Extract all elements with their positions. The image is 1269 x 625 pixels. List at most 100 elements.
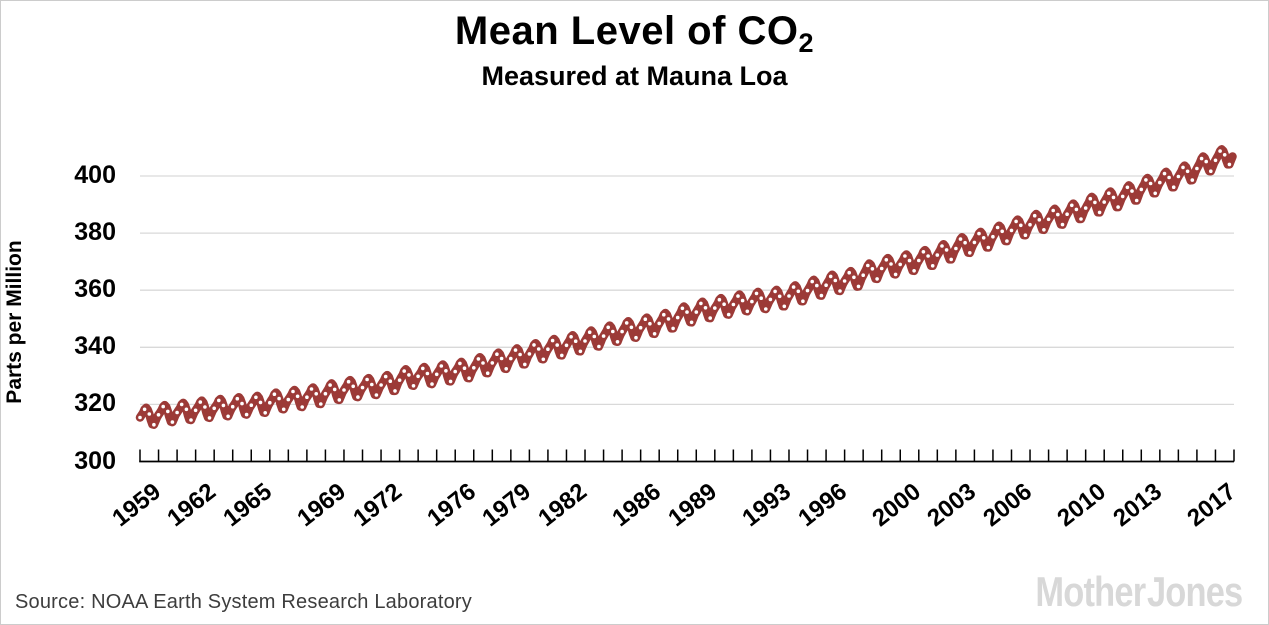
co2-data-point-marker — [777, 294, 782, 299]
co2-data-point-marker — [884, 258, 889, 262]
co2-data-point-marker — [337, 398, 342, 402]
co2-data-point-marker — [462, 366, 467, 371]
co2-data-point-marker — [513, 348, 518, 352]
co2-data-point-marker — [523, 362, 527, 367]
co2-data-point-marker — [161, 404, 165, 409]
y-tick-label-320: 320 — [74, 389, 116, 418]
co2-data-point-marker — [1070, 203, 1074, 208]
co2-data-point-marker — [1046, 217, 1051, 222]
co2-data-point-marker — [1213, 158, 1218, 163]
co2-data-point-marker — [1153, 191, 1157, 196]
co2-data-point-marker — [142, 407, 147, 412]
co2-data-point-marker — [828, 274, 833, 279]
y-tick-label-380: 380 — [74, 218, 116, 247]
co2-data-point-marker — [286, 397, 291, 402]
co2-data-point-marker — [638, 325, 643, 330]
co2-data-point-marker — [509, 356, 513, 361]
co2-data-point-marker — [1042, 228, 1046, 232]
co2-data-point-marker — [940, 244, 944, 248]
co2-data-point-marker — [1056, 212, 1060, 217]
co2-data-point-marker — [652, 332, 657, 336]
co2-data-point-marker — [226, 414, 230, 419]
co2-data-point-marker — [1181, 165, 1185, 170]
co2-data-point-marker — [713, 306, 717, 310]
co2-data-point-marker — [1065, 212, 1069, 216]
co2-data-point-marker — [295, 394, 300, 399]
co2-data-point-marker — [1162, 171, 1167, 176]
co2-data-point-marker — [708, 316, 712, 320]
co2-data-point-marker — [1032, 213, 1037, 218]
co2-data-point-marker — [472, 366, 476, 370]
co2-data-point-marker — [305, 395, 309, 400]
co2-data-point-marker — [1051, 208, 1055, 213]
co2-data-point-marker — [750, 299, 754, 304]
co2-data-point-marker — [1222, 153, 1227, 157]
co2-data-point-marker — [991, 234, 995, 239]
co2-data-point-marker — [499, 356, 504, 361]
co2-data-point-marker — [643, 317, 648, 322]
co2-data-point-marker — [1028, 222, 1032, 227]
co2-data-point-marker — [810, 279, 814, 284]
co2-data-point-marker — [833, 278, 838, 283]
co2-data-point-marker — [787, 294, 791, 298]
co2-data-point-marker — [397, 378, 402, 383]
co2-data-point-marker — [156, 413, 161, 417]
co2-data-point-marker — [852, 275, 856, 280]
co2-data-point-marker — [360, 385, 365, 390]
co2-data-point-marker — [578, 349, 583, 354]
co2-data-point-marker — [1000, 229, 1004, 234]
co2-data-point-marker — [430, 382, 434, 386]
co2-data-point-marker — [801, 299, 805, 304]
co2-data-point-marker — [917, 258, 921, 263]
co2-data-point-marker — [207, 416, 212, 420]
co2-data-point-marker — [893, 272, 898, 277]
co2-data-point-marker — [717, 297, 722, 302]
co2-data-point-marker — [1139, 187, 1144, 192]
co2-data-point-marker — [184, 407, 189, 412]
co2-data-point-marker — [1209, 169, 1213, 173]
co2-data-point-marker — [402, 369, 407, 373]
co2-data-point-marker — [1171, 185, 1176, 189]
co2-data-point-marker — [731, 302, 736, 307]
co2-data-point-marker — [611, 329, 615, 334]
chart-title: Mean Level of CO2 — [1, 9, 1268, 59]
co2-data-point-marker — [346, 379, 351, 384]
co2-data-point-marker — [560, 353, 564, 358]
co2-data-point-marker — [782, 304, 787, 309]
co2-data-point-marker — [319, 402, 323, 406]
co2-data-point-marker — [615, 340, 620, 344]
co2-data-point-marker — [1009, 228, 1014, 233]
co2-data-point-marker — [1107, 191, 1111, 195]
co2-data-point-marker — [314, 392, 319, 396]
co2-data-point-marker — [1079, 217, 1083, 221]
co2-data-point-marker — [217, 398, 221, 403]
co2-data-point-marker — [235, 396, 240, 401]
co2-data-point-marker — [754, 291, 759, 296]
co2-data-point-marker — [240, 401, 244, 406]
co2-data-point-marker — [328, 383, 332, 387]
co2-data-point-marker — [1227, 162, 1232, 167]
co2-data-point-marker — [819, 293, 824, 298]
co2-data-point-marker — [592, 334, 597, 339]
co2-data-point-marker — [680, 306, 685, 311]
co2-data-point-marker — [722, 302, 726, 307]
co2-data-point-marker — [921, 250, 926, 254]
co2-data-point-marker — [351, 384, 356, 389]
co2-data-point-marker — [759, 296, 763, 301]
co2-data-point-marker — [907, 258, 912, 263]
co2-data-point-marker — [1120, 194, 1125, 199]
co2-data-point-marker — [620, 329, 624, 334]
co2-data-point-marker — [230, 404, 235, 409]
co2-data-point-marker — [309, 387, 314, 391]
co2-data-point-marker — [504, 367, 509, 371]
co2-data-point-marker — [1019, 223, 1023, 228]
chart-title-text: Mean Level of CO — [454, 9, 799, 53]
mother-jones-logo: MotherJones — [1033, 568, 1243, 616]
brand-word-jones: Jones — [1146, 568, 1243, 615]
co2-data-point-marker — [870, 267, 875, 271]
co2-data-point-marker — [546, 347, 550, 352]
co2-data-point-marker — [861, 273, 865, 278]
co2-data-point-marker — [495, 352, 499, 357]
co2-data-point-marker — [527, 352, 532, 356]
